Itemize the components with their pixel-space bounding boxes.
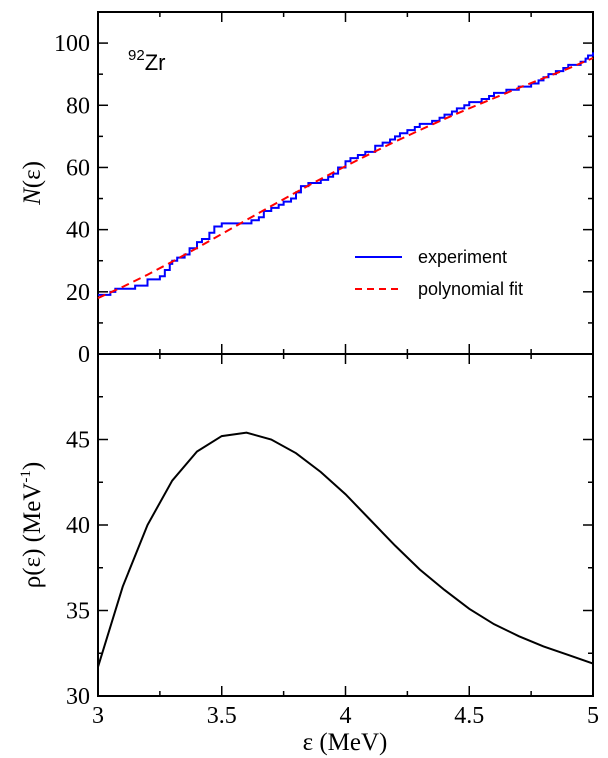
top-axes: 0 20 40 60 80 100 [54, 11, 594, 368]
top-y-axis-title: N(ε) [19, 161, 46, 206]
bottom-y-tick-label: 30 [66, 684, 90, 710]
bottom-y-axis-title-tail: ) [19, 462, 46, 470]
annotation-element: Zr [145, 50, 166, 75]
top-y-axis-title-rest: (ε) [19, 161, 46, 188]
legend-label-experiment: experiment [418, 247, 507, 267]
bottom-series-line-0 [97, 431, 594, 668]
top-series-layer [97, 52, 594, 299]
top-y-tick-label: 0 [78, 342, 90, 368]
x-tick-label: 4.5 [454, 703, 484, 729]
x-tick-label: 5 [587, 703, 599, 729]
bottom-y-tick-label: 45 [66, 428, 90, 454]
x-tick-label: 3 [92, 703, 104, 729]
annotation-mass: 92 [128, 47, 145, 64]
bottom-y-tick-label: 40 [66, 513, 90, 539]
legend-label-polynomial-fit: polynomial fit [418, 279, 523, 299]
x-tick-label: 3.5 [207, 703, 237, 729]
top-y-tick-label: 60 [66, 155, 90, 181]
top-y-tick-label: 20 [66, 280, 90, 306]
bottom-series-layer [97, 431, 594, 668]
top-y-tick-label: 100 [54, 31, 90, 57]
bottom-y-axis-title-sup: -1 [18, 470, 34, 483]
x-tick-label: 4 [340, 703, 352, 729]
bottom-y-axis-title: ρ(ε) (MeV-1) [18, 462, 46, 588]
nucleus-annotation: 92Zr [128, 47, 165, 75]
bottom-plot-frame [97, 353, 594, 697]
top-series-experiment [98, 52, 594, 296]
x-axis-title: ε (MeV) [303, 729, 388, 756]
bottom-axes: 30 35 40 45 3 3.5 4 4.5 5 [66, 353, 599, 729]
top-series-polynomial-fit [97, 57, 594, 299]
bottom-y-tick-label: 35 [66, 599, 90, 625]
top-y-axis-title-italic: N [19, 187, 46, 206]
top-y-tick-label: 80 [66, 93, 90, 119]
bottom-y-axis-title-base: ρ(ε) (MeV [19, 483, 46, 589]
legend: experiment polynomial fit [355, 247, 523, 299]
top-y-tick-label: 40 [66, 218, 90, 244]
top-plot-frame [97, 11, 594, 355]
